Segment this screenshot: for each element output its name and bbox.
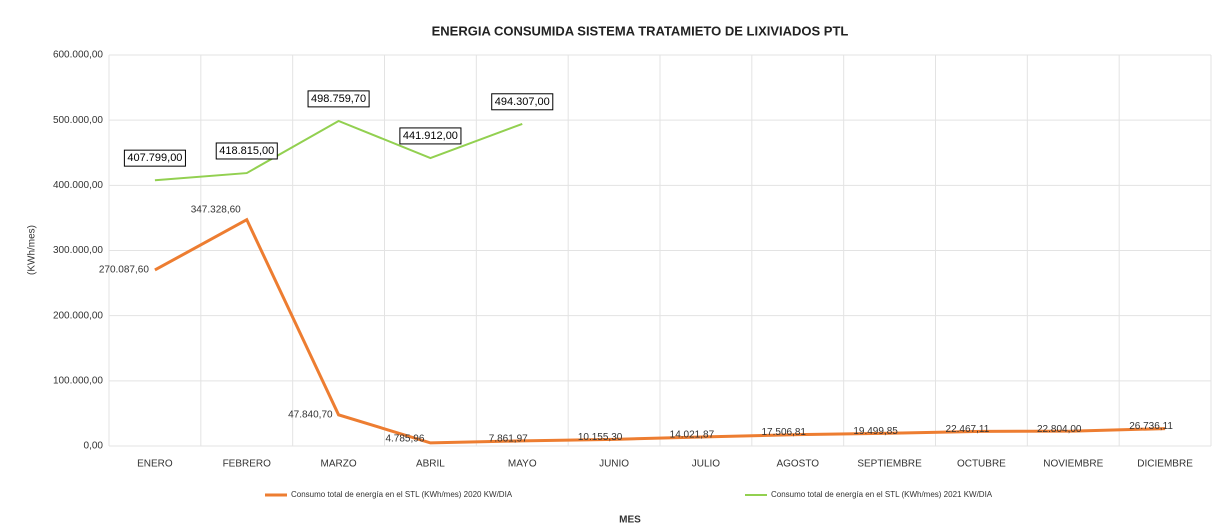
data-label: 26.736,11 (1129, 421, 1173, 432)
y-tick-label: 300.000,00 (53, 245, 103, 256)
x-tick-label: NOVIEMBRE (1043, 459, 1103, 470)
data-label: 418.815,00 (219, 145, 274, 157)
legend-label: Consumo total de energía en el STL (KWh/… (291, 490, 513, 499)
data-label: 19.499,85 (853, 426, 898, 437)
x-tick-label: FEBRERO (223, 459, 272, 470)
y-tick-label: 200.000,00 (53, 310, 103, 321)
data-label: 270.087,60 (99, 265, 149, 276)
data-label: 17.506,81 (762, 427, 807, 438)
x-tick-label: SEPTIEMBRE (857, 459, 922, 470)
y-tick-label: 0,00 (84, 441, 104, 452)
data-label: 407.799,00 (127, 152, 182, 164)
data-label: 14.021,87 (670, 430, 715, 441)
data-label: 498.759,70 (311, 93, 366, 105)
data-label: 7.861,97 (489, 434, 528, 445)
x-tick-label: ABRIL (416, 459, 445, 470)
data-label: 347.328,60 (191, 204, 241, 215)
x-axis-label: MES (619, 515, 641, 526)
x-tick-label: JULIO (692, 459, 721, 470)
y-tick-label: 600.000,00 (53, 50, 103, 61)
data-label: 441.912,00 (403, 130, 458, 142)
data-label-box (399, 127, 462, 145)
y-axis-label: (KWh/mes) (27, 225, 38, 275)
chart-title: ENERGIA CONSUMIDA SISTEMA TRATAMIETO DE … (432, 23, 849, 38)
legend-label: Consumo total de energía en el STL (KWh/… (771, 490, 993, 499)
x-tick-label: OCTUBRE (957, 459, 1006, 470)
series-line (154, 217, 1166, 445)
data-label: 4.785,96 (385, 434, 424, 445)
data-label: 47.840,70 (288, 409, 333, 420)
x-tick-label: ENERO (137, 459, 173, 470)
data-label: 494.307,00 (495, 96, 550, 108)
x-tick-label: AGOSTO (776, 459, 819, 470)
x-tick-label: MARZO (321, 459, 357, 470)
y-tick-label: 400.000,00 (53, 180, 103, 191)
y-tick-label: 500.000,00 (53, 115, 103, 126)
x-tick-label: DICIEMBRE (1137, 459, 1193, 470)
data-label-box (307, 90, 370, 108)
data-label-box (491, 93, 554, 111)
data-label: 22.467,11 (946, 424, 990, 435)
data-label: 22.804,00 (1037, 424, 1082, 435)
series-line (154, 119, 523, 182)
y-tick-label: 100.000,00 (53, 375, 103, 386)
data-label-box (123, 149, 186, 167)
x-tick-label: MAYO (508, 459, 537, 470)
x-tick-label: JUNIO (599, 459, 629, 470)
data-label-box (215, 142, 278, 160)
data-label: 10.155,30 (578, 432, 623, 443)
